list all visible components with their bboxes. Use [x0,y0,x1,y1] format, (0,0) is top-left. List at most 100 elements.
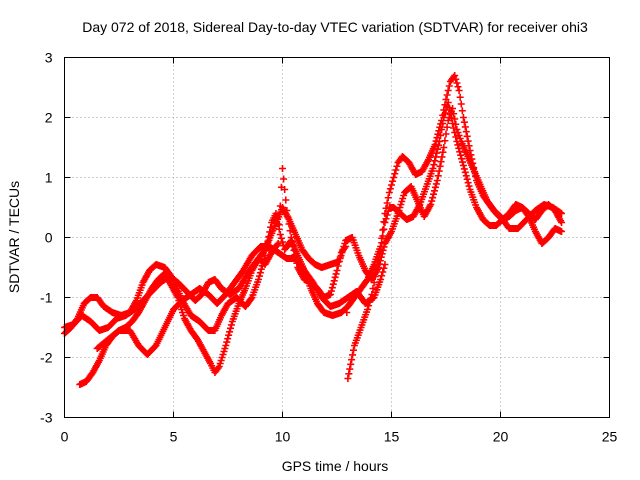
data-point [380,225,388,233]
data-point [282,196,290,204]
data-point [435,141,443,149]
data-point [329,280,337,288]
data-point [381,261,389,268]
x-tick-label: 15 [384,429,400,445]
data-point [465,142,473,150]
data-point [378,272,386,280]
data-point [435,138,443,145]
data-point [379,268,387,276]
data-point [442,130,450,138]
data-point [289,242,297,250]
data-point [378,239,386,247]
data-point [455,87,463,94]
data-point [432,153,440,161]
data-point [373,261,381,269]
data-point [389,177,397,185]
data-point [372,267,380,274]
data-point [430,161,438,169]
data-point [454,83,462,91]
data-point [437,158,445,166]
data-point [336,253,344,261]
data-point [451,129,459,136]
data-point [449,120,457,127]
data-point [438,126,446,133]
data-point [463,132,471,140]
data-markers [61,72,566,388]
data-point [331,273,339,281]
data-point [462,172,470,180]
y-tick-labels: -3 -2 -1 0 1 2 3 [40,50,53,426]
data-point [458,107,466,115]
data-point [459,162,467,169]
data-point [458,155,466,163]
data-point [459,114,467,121]
data-point [349,351,357,359]
data-point [255,276,263,283]
x-tick-labels: 0 5 10 15 20 25 [61,429,618,445]
data-point [275,221,283,229]
data-point [382,215,390,223]
data-point [457,151,465,159]
data-point [462,128,470,136]
data-point [443,123,451,131]
data-point [226,328,234,336]
data-point [439,120,447,127]
data-point [377,246,385,253]
data-point [257,265,265,273]
x-tick-label: 10 [275,429,291,445]
x-tick-label: 20 [493,429,509,445]
data-point [222,342,230,349]
data-point [429,165,437,172]
data-point [464,137,472,145]
data-point [445,82,453,90]
data-point [465,182,473,190]
data-point [347,360,355,368]
x-axis-label: GPS time / hours [282,458,389,474]
data-point [384,207,392,215]
data-point [430,187,438,195]
data-point [393,162,401,170]
x-tick-label: 0 [61,429,69,445]
chart-title: Day 072 of 2018, Sidereal Day-to-day VTE… [82,19,588,35]
data-point [446,109,454,117]
data-point [288,238,296,246]
y-tick-label: 3 [45,50,53,66]
data-point [214,364,222,372]
data-point [333,267,341,274]
y-axis-label: SDTVAR / TECUs [6,181,22,293]
data-point [348,356,356,364]
data-point [391,170,399,178]
data-point [452,133,460,141]
data-point [379,232,387,240]
data-point [280,175,288,183]
data-point [463,175,471,183]
data-point [459,158,467,166]
data-point [429,194,437,202]
data-point [385,189,393,196]
data-point [452,75,460,83]
data-point [274,240,282,247]
data-point [364,306,372,313]
data-point [461,168,469,176]
data-point [388,181,395,189]
data-point [428,197,436,205]
data-point [444,87,452,94]
data-point [223,338,231,346]
data-point [384,194,392,202]
data-point [431,157,439,165]
series-3 [76,99,566,388]
data-point [224,335,232,343]
data-point [335,258,343,265]
data-point [392,166,400,174]
data-point [380,264,388,272]
grid [64,57,610,418]
data-point [456,93,464,101]
data-point [277,234,285,242]
data-point [558,228,566,235]
data-point [327,287,335,295]
data-point [558,210,566,217]
data-point [247,295,255,303]
data-point [342,243,350,250]
data-point [279,238,286,246]
data-point [440,114,448,121]
